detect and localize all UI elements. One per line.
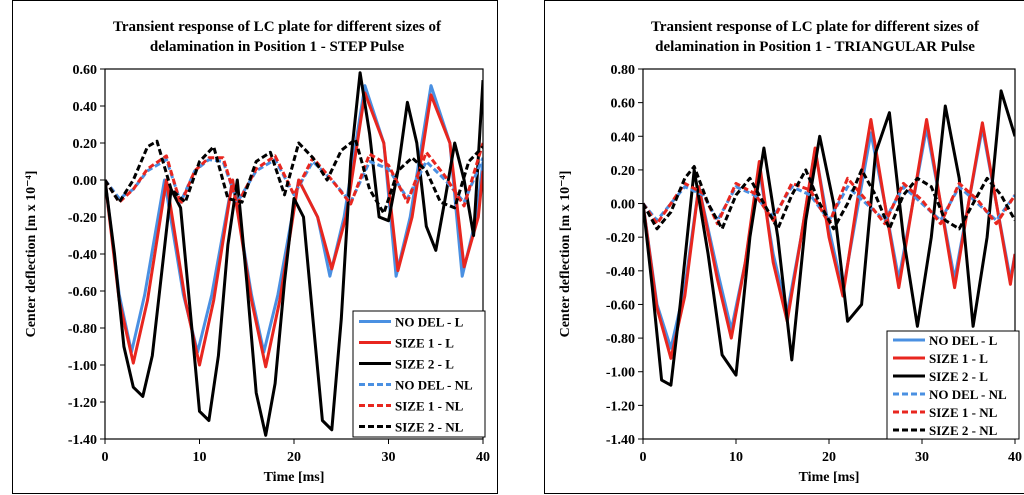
y-tick-label: -1.40 bbox=[606, 433, 635, 448]
x-axis-label: Time [ms] bbox=[799, 470, 860, 485]
series-line-size-2-l bbox=[643, 89, 1015, 387]
x-tick-label: 10 bbox=[729, 450, 743, 465]
x-tick-label: 0 bbox=[102, 450, 109, 465]
y-tick-label: 0.40 bbox=[611, 130, 636, 145]
y-tick-label: 0.60 bbox=[611, 97, 636, 112]
series-line-size-2-nl bbox=[643, 165, 1015, 231]
y-tick-label: 0.00 bbox=[73, 174, 98, 189]
chart-title-line: delamination in Position 1 - TRIANGULAR … bbox=[655, 39, 975, 55]
y-tick-label: 0.40 bbox=[73, 100, 98, 115]
y-tick-label: -0.20 bbox=[606, 231, 635, 246]
y-tick-label: -1.00 bbox=[68, 359, 97, 374]
y-tick-label: 0.20 bbox=[73, 137, 98, 152]
y-tick-label: -1.00 bbox=[606, 366, 635, 381]
x-tick-label: 20 bbox=[287, 450, 301, 465]
legend-label: NO DEL - NL bbox=[395, 378, 473, 393]
chart-title-line: delamination in Position 1 - STEP Pulse bbox=[150, 39, 405, 55]
chart-panel-triangular: Transient response of LC plate for diffe… bbox=[544, 0, 1024, 494]
legend-label: NO DEL - L bbox=[929, 333, 998, 348]
series-line-size-1-nl bbox=[105, 142, 483, 208]
y-tick-label: 0.80 bbox=[611, 63, 636, 78]
series-line-size-2-nl bbox=[105, 137, 483, 215]
y-tick-label: -0.60 bbox=[68, 285, 97, 300]
x-tick-label: 0 bbox=[640, 450, 647, 465]
y-tick-label: -0.80 bbox=[606, 332, 635, 347]
legend-label: NO DEL - NL bbox=[929, 387, 1007, 402]
y-tick-label: -0.80 bbox=[68, 322, 97, 337]
y-tick-label: 0.00 bbox=[611, 198, 636, 213]
y-tick-label: -0.20 bbox=[68, 211, 97, 226]
y-axis-label: Center deflection [m x 10⁻⁴] bbox=[24, 171, 39, 338]
y-tick-label: -0.60 bbox=[606, 298, 635, 313]
legend-label: SIZE 2 - L bbox=[929, 369, 988, 384]
chart-title-line: Transient response of LC plate for diffe… bbox=[651, 19, 980, 35]
legend-label: SIZE 2 - L bbox=[395, 357, 454, 372]
legend-label: SIZE 1 - L bbox=[395, 336, 454, 351]
y-tick-label: -1.40 bbox=[68, 433, 97, 448]
x-tick-label: 40 bbox=[1008, 450, 1022, 465]
legend-label: SIZE 1 - NL bbox=[929, 405, 998, 420]
x-tick-label: 30 bbox=[382, 450, 396, 465]
y-axis-label: Center deflection [m x 10⁻⁴] bbox=[558, 171, 573, 338]
y-tick-label: -0.40 bbox=[606, 265, 635, 280]
x-tick-label: 20 bbox=[822, 450, 836, 465]
legend-box bbox=[886, 330, 1020, 440]
chart-title-line: Transient response of LC plate for diffe… bbox=[113, 19, 442, 35]
legend-label: NO DEL - L bbox=[395, 315, 464, 330]
y-tick-label: -0.40 bbox=[68, 248, 97, 263]
chart-panel-step: Transient response of LC plate for diffe… bbox=[12, 0, 498, 494]
y-tick-label: -1.20 bbox=[68, 396, 97, 411]
legend-label: SIZE 2 - NL bbox=[929, 423, 998, 438]
x-tick-label: 10 bbox=[193, 450, 207, 465]
legend-label: SIZE 1 - NL bbox=[395, 399, 464, 414]
chart-step-pulse: Transient response of LC plate for diffe… bbox=[24, 19, 490, 485]
series-line-size-1-nl bbox=[643, 176, 1015, 226]
y-tick-label: -1.20 bbox=[606, 399, 635, 414]
series-line-size-1-l bbox=[643, 118, 1015, 360]
legend-label: SIZE 1 - L bbox=[929, 351, 988, 366]
y-tick-label: 0.20 bbox=[611, 164, 636, 179]
x-tick-label: 40 bbox=[476, 450, 490, 465]
x-axis-label: Time [ms] bbox=[264, 470, 325, 485]
x-tick-label: 30 bbox=[915, 450, 929, 465]
legend-label: SIZE 2 - NL bbox=[395, 420, 464, 435]
series-line-no-del-nl bbox=[105, 157, 483, 204]
chart-triangular-pulse: Transient response of LC plate for diffe… bbox=[558, 19, 1022, 485]
y-tick-label: 0.60 bbox=[73, 63, 98, 78]
series-line-size-1-l bbox=[105, 91, 483, 369]
legend-box bbox=[352, 310, 486, 438]
